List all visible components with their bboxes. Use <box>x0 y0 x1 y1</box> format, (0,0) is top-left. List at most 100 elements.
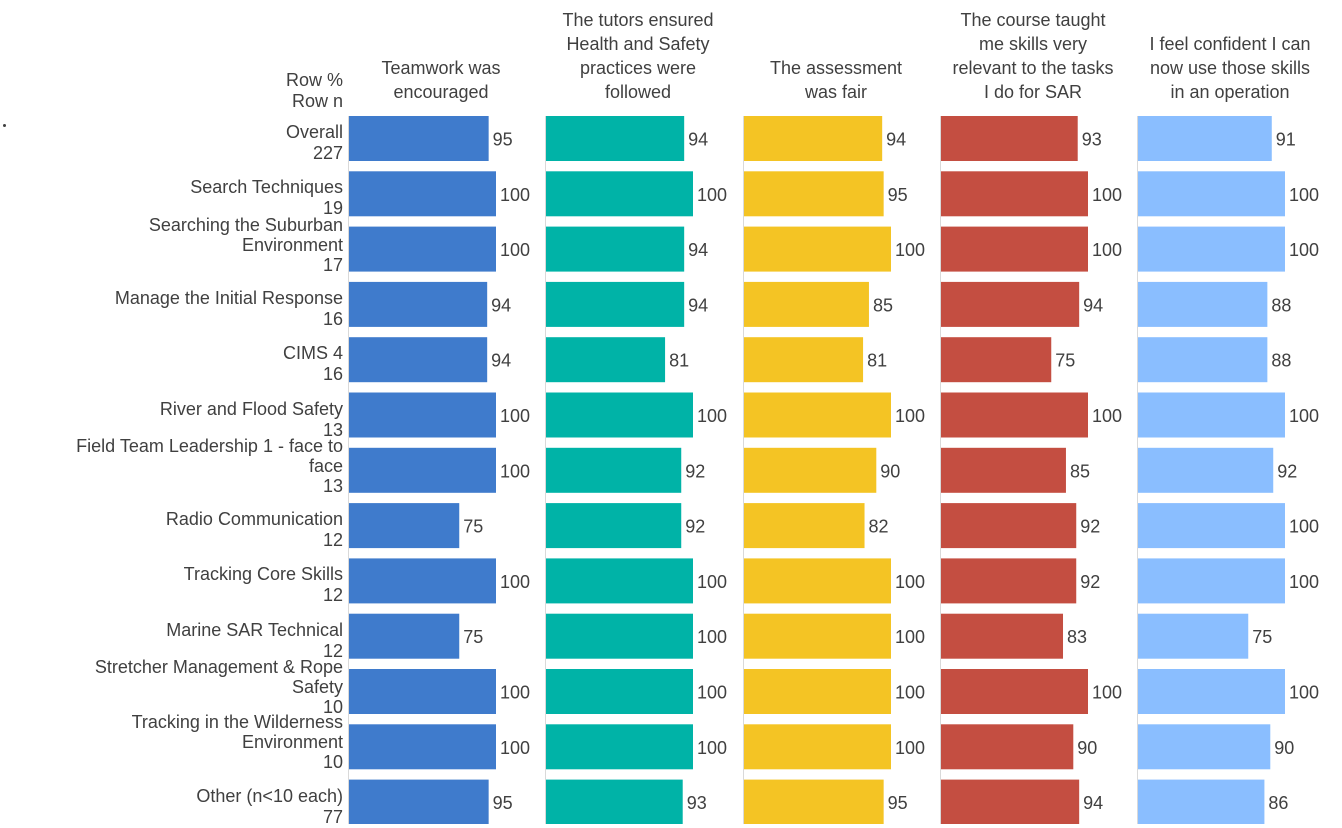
bar-r9-c2 <box>546 558 693 604</box>
bar-r2-c5 <box>1138 171 1285 217</box>
bar-r6-c2 <box>546 392 693 438</box>
bar-r2-c3 <box>744 171 884 217</box>
bar-r3-c1 <box>349 226 496 272</box>
bar-r10-c2 <box>546 613 693 659</box>
row-label-text: River and Flood Safety <box>159 398 343 419</box>
row-label-text: CIMS 4 <box>282 343 343 364</box>
data-label-r9-c5: 100 <box>1289 572 1319 592</box>
data-label-r4-c5: 88 <box>1271 295 1291 315</box>
data-label-r1-c4: 93 <box>1082 130 1102 150</box>
data-label-r6-c1: 100 <box>500 406 530 426</box>
row-label-1: Overall 227 <box>0 122 343 164</box>
data-label-r3-c2: 94 <box>688 240 708 260</box>
data-label-r8-c3: 82 <box>869 517 889 537</box>
data-label-r10-c3: 100 <box>895 627 925 647</box>
row-header-n: Row n <box>291 91 343 111</box>
row-n: 227 <box>312 143 343 163</box>
bar-r9-c4 <box>941 558 1077 604</box>
bar-r7-c1 <box>349 447 496 493</box>
data-label-r4-c2: 94 <box>688 295 708 315</box>
bar-r8-c4 <box>941 503 1077 549</box>
bar-r7-c2 <box>546 447 682 493</box>
bar-r5-c2 <box>546 337 666 383</box>
bar-r1-c5 <box>1138 116 1272 161</box>
data-label-r6-c2: 100 <box>697 406 727 426</box>
data-label-r7-c2: 92 <box>685 461 705 481</box>
bar-r2-c1 <box>349 171 496 217</box>
bar-r11-c3 <box>744 669 891 714</box>
data-label-r5-c3: 81 <box>867 351 887 371</box>
data-label-r9-c1: 100 <box>500 572 530 592</box>
row-label-6: River and Flood Safety 13 <box>0 399 343 441</box>
bar-r3-c2 <box>546 226 685 272</box>
data-label-r11-c1: 100 <box>500 683 530 703</box>
bar-r4-c1 <box>349 281 488 327</box>
bar-r12-c5 <box>1138 724 1271 770</box>
column-header-5: I feel confident I can now use those ski… <box>1149 34 1311 102</box>
data-label-r5-c4: 75 <box>1055 351 1075 371</box>
data-label-r12-c2: 100 <box>697 738 727 758</box>
data-label-r2-c3: 95 <box>888 185 908 205</box>
bar-r1-c4 <box>941 116 1078 161</box>
bar-r11-c1 <box>349 669 496 714</box>
column-header-2: The tutors ensured Health and Safety pra… <box>562 10 714 102</box>
bar-r4-c4 <box>941 281 1080 327</box>
data-label-r5-c5: 88 <box>1271 351 1291 371</box>
bar-r8-c5 <box>1138 503 1285 549</box>
data-label-r6-c4: 100 <box>1092 406 1122 426</box>
row-label-text: Manage the Initial Response <box>114 287 343 308</box>
row-label-11: Stretcher Management & Rope Safety 10 <box>0 657 343 717</box>
data-label-r8-c1: 75 <box>463 517 483 537</box>
bar-r9-c1 <box>349 558 496 604</box>
row-n: 16 <box>322 364 343 385</box>
row-label-text: Searching the Suburban <box>148 214 343 235</box>
bar-r7-c5 <box>1138 447 1274 493</box>
row-label-5: CIMS 4 16 <box>0 343 343 385</box>
bar-r8-c3 <box>744 503 865 549</box>
data-label-r8-c5: 100 <box>1289 517 1319 537</box>
data-label-r7-c5: 92 <box>1277 461 1297 481</box>
bar-r6-c4 <box>941 392 1088 438</box>
data-label-r1-c1: 95 <box>493 130 513 150</box>
data-label-r13-c4: 94 <box>1083 793 1103 813</box>
data-label-r12-c4: 90 <box>1077 738 1097 758</box>
bar-r6-c3 <box>744 392 891 438</box>
bullet-dot <box>3 124 6 127</box>
data-label-r1-c5: 91 <box>1276 130 1296 150</box>
column-header-4: The course taught me skills very relevan… <box>952 10 1114 102</box>
bar-r12-c1 <box>349 724 496 770</box>
row-label-4: Manage the Initial Response 16 <box>0 288 343 330</box>
bar-r13-c5 <box>1138 779 1265 824</box>
row-label-text: Tracking in the Wilderness <box>131 712 343 733</box>
row-label-text: face <box>308 455 343 476</box>
row-n: 77 <box>322 806 343 827</box>
data-label-r12-c3: 100 <box>895 738 925 758</box>
row-label-text: Stretcher Management & Rope <box>94 657 343 677</box>
bar-r2-c2 <box>546 171 693 217</box>
data-label-r9-c2: 100 <box>697 572 727 592</box>
bar-r10-c1 <box>349 613 460 659</box>
data-label-r10-c1: 75 <box>463 627 483 647</box>
data-label-r13-c5: 86 <box>1268 793 1288 813</box>
data-label-r8-c4: 92 <box>1080 517 1100 537</box>
row-label-text: Overall <box>285 122 343 142</box>
bar-r12-c2 <box>546 724 693 770</box>
data-label-r1-c2: 94 <box>688 130 708 150</box>
row-label-13: Other (n<10 each) 77 <box>0 786 343 828</box>
bar-r6-c1 <box>349 392 496 438</box>
bar-r9-c3 <box>744 558 891 604</box>
bar-r1-c3 <box>744 116 883 161</box>
row-label-text: Marine SAR Technical <box>166 619 343 640</box>
bar-r13-c1 <box>349 779 489 824</box>
row-n: 13 <box>322 419 343 440</box>
data-label-r4-c1: 94 <box>491 295 511 315</box>
data-label-r9-c4: 92 <box>1080 572 1100 592</box>
bar-r12-c3 <box>744 724 891 770</box>
data-label-r5-c1: 94 <box>491 351 511 371</box>
data-label-r10-c4: 83 <box>1067 627 1087 647</box>
bar-r9-c5 <box>1138 558 1285 604</box>
bar-r10-c5 <box>1138 613 1249 659</box>
row-label-9: Tracking Core Skills 12 <box>0 564 343 606</box>
data-label-r7-c1: 100 <box>500 461 530 481</box>
row-n: 12 <box>322 585 343 606</box>
